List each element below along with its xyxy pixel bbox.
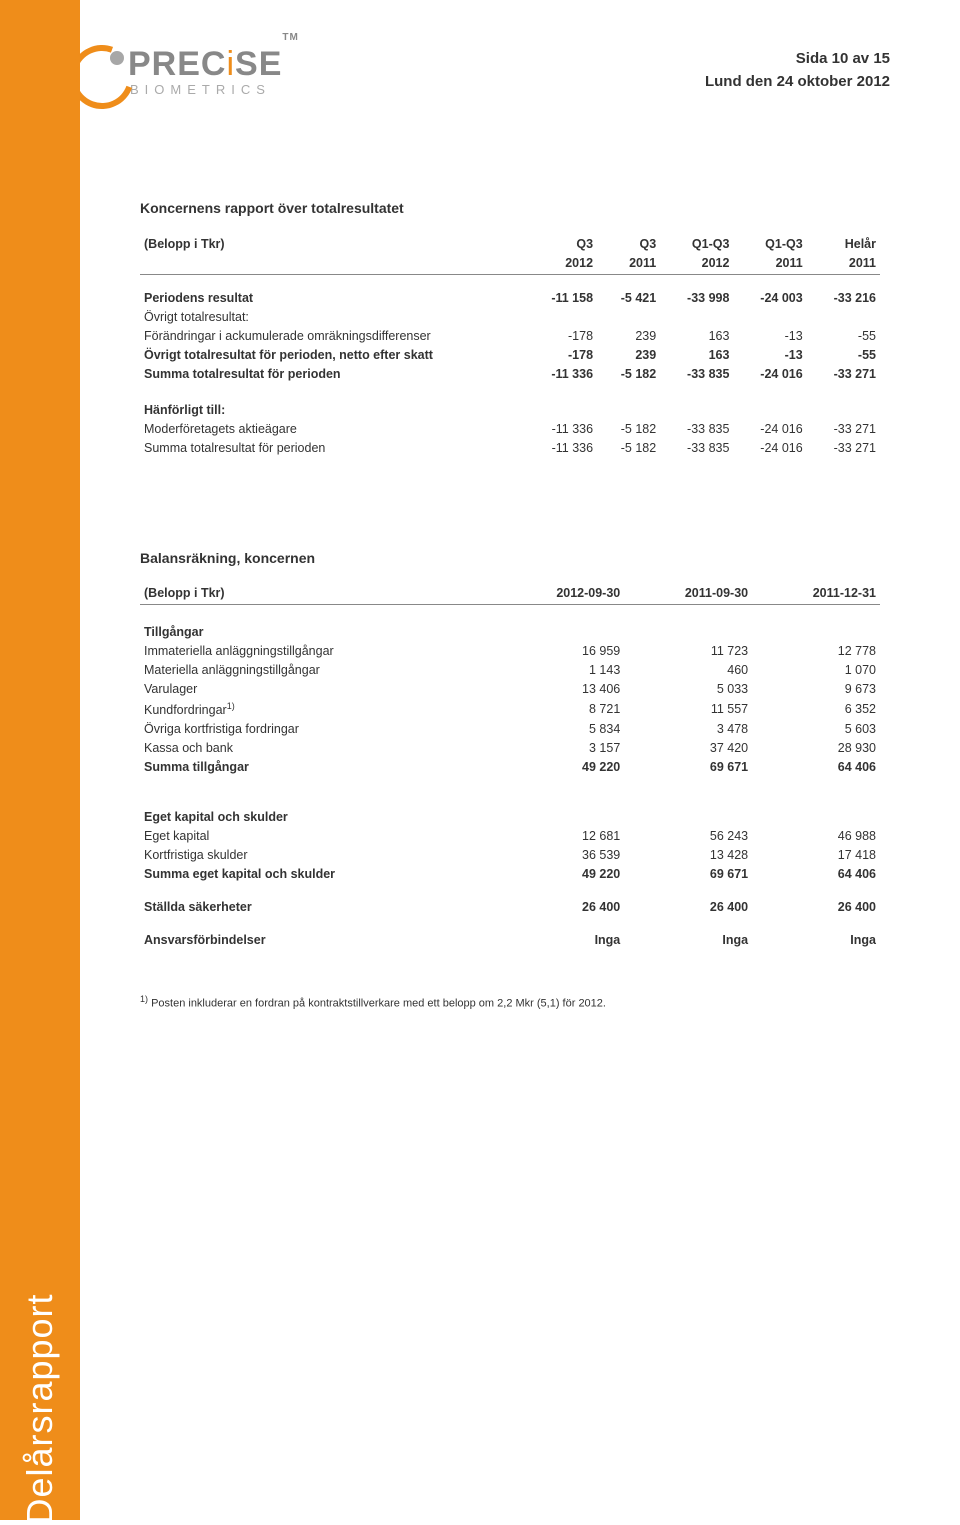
footnote: 1) Posten inkluderar en fordran på kontr… — [140, 994, 880, 1010]
table-row: Varulager13 4065 0339 673 — [140, 679, 880, 698]
balance-sheet-table: (Belopp i Tkr) 2012-09-30 2011-09-30 201… — [140, 584, 880, 950]
logo-mark-icon — [70, 45, 122, 97]
logo-subtext: BIOMETRICS — [130, 83, 299, 96]
table-row: Eget kapital12 68156 24346 988 — [140, 827, 880, 846]
sidebar-vertical-title: Delårsrapport — [19, 1293, 61, 1524]
date-line: Lund den 24 oktober 2012 — [705, 71, 890, 94]
table-row: Förändringar i ackumulerade omräkningsdi… — [140, 326, 880, 345]
pledged-row: Ställda säkerheter 26 400 26 400 26 400 — [140, 898, 880, 917]
total-result-table: (Belopp i Tkr) Q3 Q3 Q1-Q3 Q1-Q3 Helår 2… — [140, 234, 880, 458]
table-row: Materiella anläggningstillgångar1 143460… — [140, 660, 880, 679]
assets-total-row: Summa tillgångar 49 220 69 671 64 406 — [140, 757, 880, 776]
assets-title: Tillgångar — [140, 619, 495, 642]
contingent-row: Ansvarsförbindelser Inga Inga Inga — [140, 931, 880, 950]
table-row: Immateriella anläggningstillgångar16 959… — [140, 641, 880, 660]
table-row: Övrigt totalresultat: — [140, 307, 880, 326]
table-row: Kundfordringar1)8 72111 5576 352 — [140, 698, 880, 719]
logo: PRECiSETM BIOMETRICS — [70, 45, 299, 97]
equity-title: Eget kapital och skulder — [140, 804, 495, 827]
main-content: Koncernens rapport över totalresultatet … — [140, 200, 880, 1009]
table-row: Periodens resultat-11 158-5 421-33 998-2… — [140, 288, 880, 307]
page-header-info: Sida 10 av 15 Lund den 24 oktober 2012 — [705, 48, 890, 93]
table-row: Kortfristiga skulder36 53913 42817 418 — [140, 846, 880, 865]
table-row: Övriga kortfristiga fordringar5 8343 478… — [140, 719, 880, 738]
table-row: Summa totalresultat för perioden-11 336-… — [140, 439, 880, 458]
equity-total-row: Summa eget kapital och skulder 49 220 69… — [140, 865, 880, 884]
table-row: Övrigt totalresultat för perioden, netto… — [140, 345, 880, 364]
col-label: (Belopp i Tkr) — [140, 234, 525, 253]
table2-title: Balansräkning, koncernen — [140, 550, 880, 566]
table1-title: Koncernens rapport över totalresultatet — [140, 200, 880, 216]
table-row: Moderföretagets aktieägare-11 336-5 182-… — [140, 420, 880, 439]
col-label-2: (Belopp i Tkr) — [140, 584, 495, 605]
table-row: Kassa och bank3 15737 42028 930 — [140, 738, 880, 757]
attributable-title: Hänförligt till: — [140, 397, 525, 420]
left-sidebar: Delårsrapport — [0, 0, 80, 1520]
logo-wordmark: PRECiSETM — [128, 47, 299, 81]
page-number-line: Sida 10 av 15 — [705, 48, 890, 71]
table-row: Summa totalresultat för perioden-11 336-… — [140, 364, 880, 383]
